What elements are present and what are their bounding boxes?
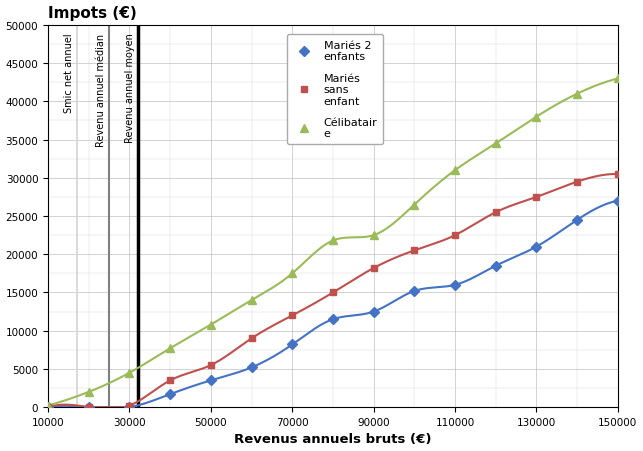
X-axis label: Revenus annuels bruts (€): Revenus annuels bruts (€) <box>234 433 431 446</box>
Célibatair
e <box>532 115 540 120</box>
Mariés
sans
enfant <box>451 233 459 238</box>
Mariés 2
enfants <box>614 198 622 204</box>
Mariés
sans
enfant <box>85 405 93 410</box>
Text: Impots (€): Impots (€) <box>48 5 137 20</box>
Mariés
sans
enfant <box>410 248 418 253</box>
Célibatair
e <box>44 403 52 409</box>
Mariés 2
enfants <box>85 405 93 410</box>
Line: Mariés
sans
enfant: Mariés sans enfant <box>44 171 621 411</box>
Célibatair
e <box>614 77 622 82</box>
Mariés 2
enfants <box>167 391 174 397</box>
Mariés 2
enfants <box>44 405 52 410</box>
Célibatair
e <box>329 238 337 244</box>
Célibatair
e <box>492 141 500 147</box>
Mariés 2
enfants <box>370 309 377 315</box>
Mariés
sans
enfant <box>125 403 133 409</box>
Mariés 2
enfants <box>125 405 133 410</box>
Célibatair
e <box>410 202 418 208</box>
Line: Célibatair
e: Célibatair e <box>44 75 622 410</box>
Mariés
sans
enfant <box>288 313 296 318</box>
Célibatair
e <box>370 233 377 238</box>
Mariés
sans
enfant <box>532 195 540 200</box>
Text: Smic net annuel: Smic net annuel <box>64 33 74 113</box>
Mariés
sans
enfant <box>44 405 52 410</box>
Legend: Mariés 2
enfants, Mariés
sans
enfant, Célibatair
e: Mariés 2 enfants, Mariés sans enfant, Cé… <box>287 35 383 145</box>
Célibatair
e <box>167 346 174 351</box>
Mariés
sans
enfant <box>574 179 581 185</box>
Mariés
sans
enfant <box>207 363 215 368</box>
Mariés 2
enfants <box>532 244 540 250</box>
Mariés 2
enfants <box>207 378 215 383</box>
Mariés 2
enfants <box>329 317 337 322</box>
Mariés
sans
enfant <box>614 172 622 177</box>
Text: Revenu annuel médian: Revenu annuel médian <box>96 33 106 146</box>
Mariés 2
enfants <box>574 218 581 223</box>
Line: Mariés 2
enfants: Mariés 2 enfants <box>44 198 621 411</box>
Célibatair
e <box>288 271 296 276</box>
Mariés 2
enfants <box>410 289 418 294</box>
Text: Revenu annuel moyen: Revenu annuel moyen <box>125 33 135 143</box>
Mariés 2
enfants <box>492 263 500 269</box>
Célibatair
e <box>207 322 215 327</box>
Mariés
sans
enfant <box>492 210 500 216</box>
Célibatair
e <box>451 168 459 174</box>
Célibatair
e <box>125 370 133 376</box>
Célibatair
e <box>574 92 581 97</box>
Mariés
sans
enfant <box>167 378 174 383</box>
Célibatair
e <box>85 389 93 395</box>
Mariés 2
enfants <box>248 365 255 370</box>
Célibatair
e <box>248 298 255 303</box>
Mariés
sans
enfant <box>370 266 377 271</box>
Mariés 2
enfants <box>288 342 296 347</box>
Mariés
sans
enfant <box>329 290 337 295</box>
Mariés
sans
enfant <box>248 336 255 341</box>
Mariés 2
enfants <box>451 282 459 288</box>
